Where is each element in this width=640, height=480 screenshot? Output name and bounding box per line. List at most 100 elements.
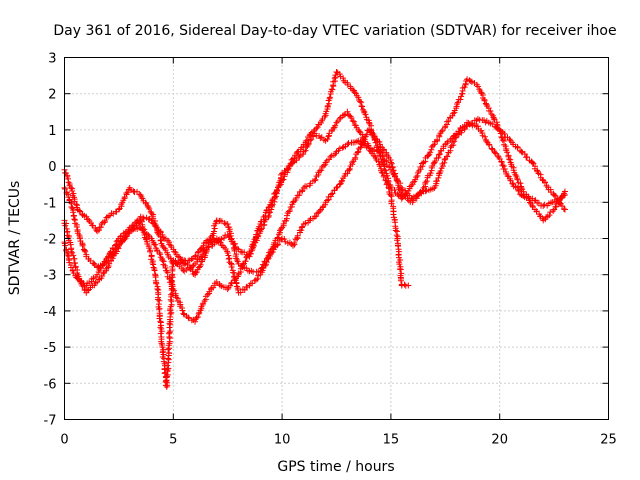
track-d-point [450, 133, 457, 140]
track-d-point [387, 159, 394, 166]
track-b-point [551, 192, 558, 199]
track-c-point [79, 242, 86, 249]
track-c-point [326, 94, 333, 101]
track-c-point [362, 111, 369, 118]
track-c-point [143, 231, 150, 238]
track-d-point [298, 227, 305, 234]
track-b-point [162, 247, 169, 254]
track-b-point [383, 158, 390, 165]
track-c-point [550, 208, 557, 215]
track-c-point [413, 174, 420, 181]
track-c-point [159, 257, 166, 264]
track-b-point [336, 145, 343, 152]
track-c-point [180, 310, 187, 317]
track-c-point [321, 113, 328, 120]
track-d-point [436, 151, 443, 158]
track-c-point [310, 128, 317, 135]
track-c-point [243, 253, 250, 260]
track-b-point [320, 162, 327, 169]
track-c-point [428, 143, 435, 150]
track-d-point [499, 162, 506, 169]
track-d-point [541, 201, 548, 208]
track-b-point [97, 224, 104, 231]
y-tick-label: -2 [44, 233, 57, 248]
track-d-point [289, 242, 296, 249]
track-a-point [153, 280, 160, 287]
track-a-point [164, 379, 171, 386]
track-b-point [318, 167, 325, 174]
track-d-point [329, 190, 336, 197]
track-b-point [316, 167, 323, 174]
track-c-point [458, 93, 465, 100]
track-c-point [194, 313, 201, 320]
track-d-point [368, 129, 375, 136]
track-b-point [435, 174, 442, 181]
track-b-point [130, 188, 137, 195]
track-c-point [438, 128, 445, 135]
track-c-point [253, 231, 260, 238]
track-b-point [283, 212, 290, 219]
y-tick-label: 3 [48, 52, 56, 67]
track-c-point [487, 107, 494, 114]
track-b-point [280, 220, 287, 227]
track-a-point [336, 115, 343, 122]
track-c-point [457, 96, 464, 103]
track-b-point [518, 148, 525, 155]
track-d-point [122, 229, 129, 236]
y-axis-label: SDTVAR / TECUs [7, 181, 23, 296]
track-c-point [169, 283, 176, 290]
y-tick-label: 1 [48, 124, 56, 139]
track-c-point [193, 314, 200, 321]
x-tick-label: 20 [491, 433, 508, 448]
track-d-point [274, 242, 281, 249]
track-b-point [277, 226, 284, 233]
track-b-point [327, 153, 334, 160]
track-c-point [373, 143, 380, 150]
track-d-point [231, 274, 238, 281]
track-d-point [192, 252, 199, 259]
track-a-point [387, 192, 394, 199]
track-d-point [269, 248, 276, 255]
track-d-point [349, 159, 356, 166]
track-c-point [170, 287, 177, 294]
track-c-point [494, 122, 501, 129]
track-c-point [70, 209, 77, 216]
x-tick-label: 10 [274, 433, 291, 448]
track-b-point [339, 144, 346, 151]
track-b-point [529, 159, 536, 166]
track-d-point [164, 237, 171, 244]
track-b-point [144, 202, 151, 209]
track-a-point [84, 287, 91, 294]
track-b-point [118, 201, 125, 208]
track-a-point [350, 118, 357, 125]
track-c-point [81, 247, 88, 254]
track-c-point [108, 254, 115, 261]
track-c-point [82, 248, 89, 255]
track-c-point [331, 75, 338, 82]
track-b-point [157, 237, 164, 244]
track-d-point [355, 148, 362, 155]
track-d-point [105, 253, 112, 260]
track-d-point [128, 223, 135, 230]
track-a-point [165, 365, 172, 372]
track-c-point [498, 134, 505, 140]
track-d-point [416, 189, 423, 196]
x-tick-label: 0 [60, 433, 68, 448]
x-tick-label: 5 [169, 433, 177, 448]
track-c-point [378, 156, 385, 163]
track-b-point [202, 252, 209, 259]
track-b-point [541, 179, 548, 186]
track-b-point [142, 199, 149, 206]
track-d-point [498, 159, 505, 166]
track-a-point [401, 281, 408, 288]
track-c-point [249, 241, 256, 248]
y-tick-label: -6 [44, 377, 57, 392]
track-c-point [431, 141, 438, 148]
track-d-point [377, 141, 384, 148]
track-c-point [443, 118, 450, 125]
track-a-point [390, 211, 397, 218]
track-c-point [430, 142, 437, 149]
track-a-point [396, 265, 403, 272]
track-c-point [382, 167, 389, 174]
track-d-point [389, 164, 396, 171]
